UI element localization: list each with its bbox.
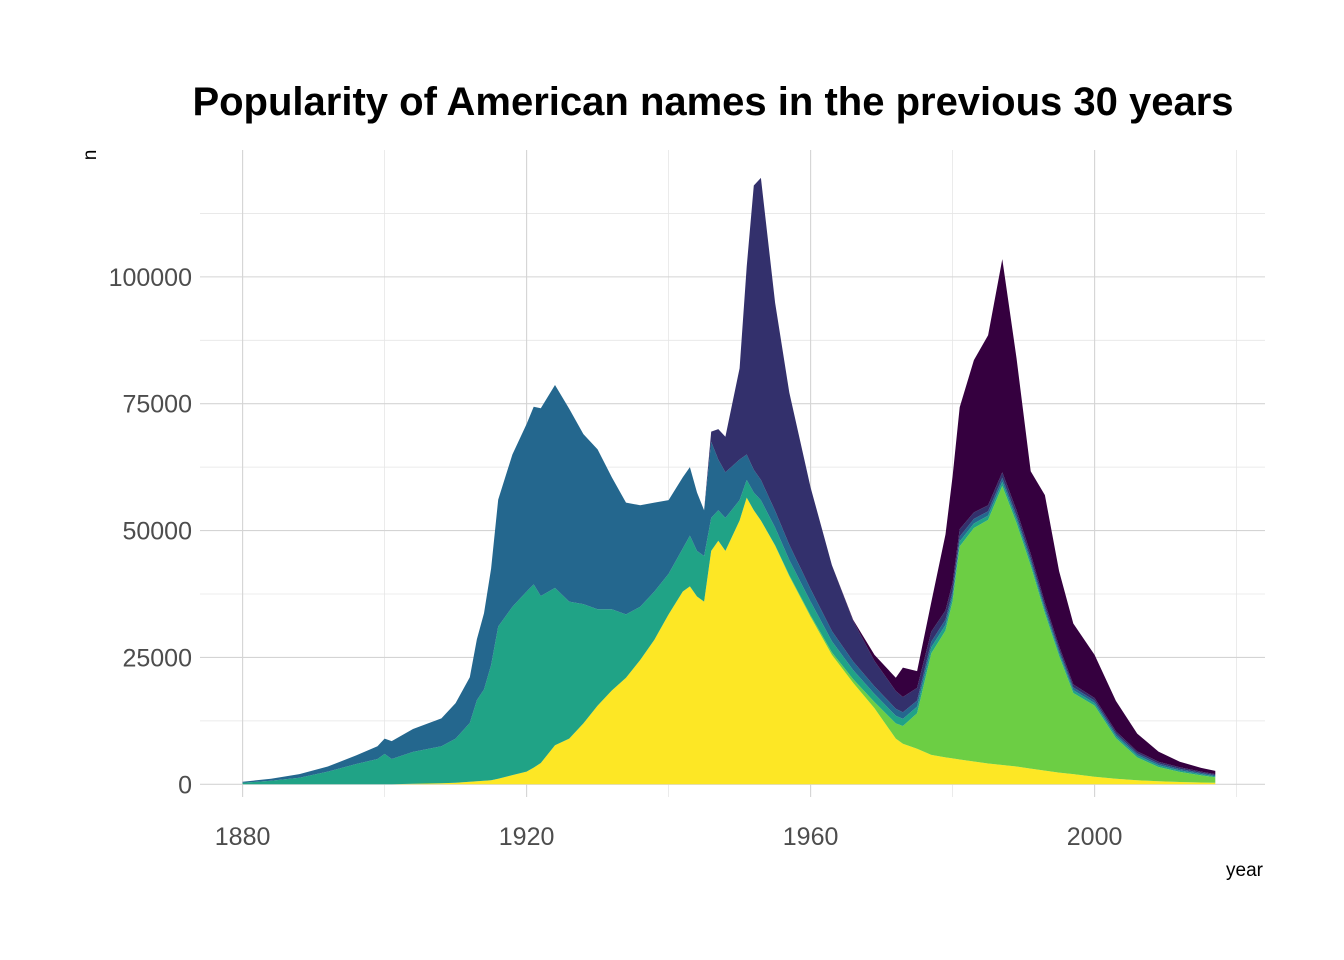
x-tick-label: 1880 <box>215 823 271 851</box>
x-axis-ticks: 1880 1920 1960 2000 <box>215 823 1123 851</box>
chart-title: Popularity of American names in the prev… <box>192 80 1233 124</box>
y-axis-title: n <box>80 150 101 161</box>
x-tick-label: 2000 <box>1067 823 1123 851</box>
y-tick-label: 75000 <box>122 391 192 419</box>
y-tick-label: 50000 <box>122 518 192 546</box>
x-axis-title: year <box>1226 860 1264 881</box>
y-tick-label: 25000 <box>122 644 192 672</box>
x-tick-label: 1920 <box>499 823 555 851</box>
y-tick-label: 100000 <box>109 264 192 292</box>
stacked-areas <box>243 178 1216 784</box>
x-tick-label: 1960 <box>783 823 839 851</box>
y-axis-ticks: 0 25000 50000 75000 100000 <box>109 264 192 799</box>
y-tick-label: 0 <box>178 771 192 799</box>
